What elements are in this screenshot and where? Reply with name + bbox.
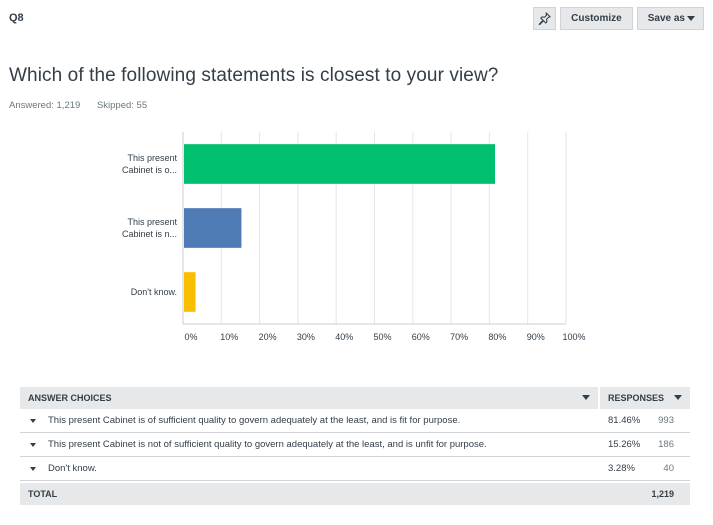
save-as-button[interactable]: Save as — [636, 7, 704, 30]
x-tick-label: 50% — [373, 332, 391, 342]
category-label: Cabinet is n... — [122, 229, 177, 239]
pin-button[interactable] — [533, 7, 557, 30]
question-title: Which of the following statements is clo… — [9, 65, 499, 86]
pin-icon — [538, 12, 551, 25]
choice-text: This present Cabinet is not of sufficien… — [48, 439, 487, 450]
save-as-label: Save as — [647, 13, 685, 24]
answer-choices-header[interactable]: ANSWER CHOICES — [20, 387, 600, 409]
response-percent: 3.28% — [608, 463, 635, 474]
caret-down-icon — [687, 16, 695, 21]
response-percent: 81.46% — [608, 415, 641, 426]
category-label: This present — [127, 153, 177, 163]
table-row: Don't know. 3.28% 40 — [20, 457, 690, 481]
table-row: This present Cabinet is not of sufficien… — [20, 433, 690, 457]
skipped-count: Skipped: 55 — [96, 100, 148, 111]
answer-table: ANSWER CHOICES RESPONSES This present Ca… — [20, 387, 690, 505]
choice-cell: Don't know. — [20, 457, 600, 480]
x-tick-label: 0% — [184, 332, 197, 342]
x-tick-label: 100% — [562, 332, 585, 342]
x-tick-label: 80% — [488, 332, 506, 342]
category-label: Don't know. — [131, 287, 177, 297]
table-total-row: TOTAL 1,219 — [20, 483, 690, 505]
choice-cell: This present Cabinet is not of sufficien… — [20, 433, 600, 456]
bar — [184, 144, 495, 184]
bar — [184, 272, 196, 312]
question-number: Q8 — [9, 12, 24, 24]
x-tick-label: 10% — [220, 332, 238, 342]
choice-text: This present Cabinet is of sufficient qu… — [48, 415, 461, 426]
responses-header-label: RESPONSES — [608, 393, 665, 403]
x-tick-label: 40% — [335, 332, 353, 342]
response-count: 993 — [658, 415, 674, 426]
customize-button[interactable]: Customize — [560, 7, 633, 30]
bar — [184, 208, 242, 248]
sort-caret-icon — [674, 395, 682, 400]
choice-text: Don't know. — [48, 463, 97, 474]
choice-cell: This present Cabinet is of sufficient qu… — [20, 409, 600, 432]
total-label: TOTAL — [28, 489, 58, 499]
table-header: ANSWER CHOICES RESPONSES — [20, 387, 690, 409]
category-label: Cabinet is o... — [122, 165, 177, 175]
category-label: This present — [127, 217, 177, 227]
x-tick-label: 20% — [259, 332, 277, 342]
x-tick-label: 60% — [412, 332, 430, 342]
sort-caret-icon — [582, 395, 590, 400]
toolbar: Customize Save as — [533, 7, 704, 30]
response-meta: Answered: 1,219 Skipped: 55 — [9, 100, 147, 111]
total-value: 1,219 — [651, 489, 674, 499]
answered-count: Answered: 1,219 — [9, 100, 81, 111]
response-count: 186 — [658, 439, 674, 450]
bar-chart: 0% 10% 20% 30% 40% 50% 60% 70% 80% 90% 100% This pr… — [122, 132, 586, 342]
table-row: This present Cabinet is of sufficient qu… — [20, 409, 690, 433]
answer-choices-header-label: ANSWER CHOICES — [28, 393, 112, 403]
expand-caret-icon[interactable] — [30, 466, 36, 471]
x-tick-label: 70% — [450, 332, 468, 342]
expand-caret-icon[interactable] — [30, 442, 36, 447]
response-count: 40 — [663, 463, 674, 474]
responses-header[interactable]: RESPONSES — [600, 387, 690, 409]
x-tick-label: 90% — [527, 332, 545, 342]
x-tick-label: 30% — [297, 332, 315, 342]
response-percent: 15.26% — [608, 439, 641, 450]
expand-caret-icon[interactable] — [30, 418, 36, 423]
